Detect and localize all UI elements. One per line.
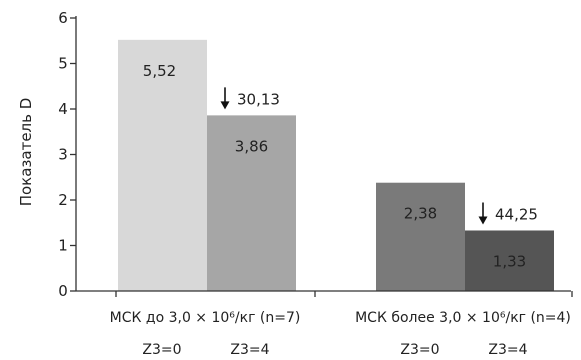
bar xyxy=(465,230,554,291)
y-tick-label: 3 xyxy=(58,146,68,164)
bar-value-label: 3,86 xyxy=(235,137,268,155)
y-tick-label: 0 xyxy=(58,282,68,300)
y-tick-label: 2 xyxy=(58,191,68,209)
y-tick-label: 4 xyxy=(58,100,68,118)
group-label: МСК более 3,0 × 10⁶/кг (n=4) xyxy=(355,310,571,326)
bars-layer xyxy=(118,39,554,292)
y-tick-label: 1 xyxy=(58,237,68,255)
y-axis-label: Показатель D xyxy=(17,98,35,207)
bar xyxy=(207,115,296,292)
y-tick-label: 5 xyxy=(58,55,68,73)
change-arrow-head xyxy=(220,101,230,110)
group-label: МСК до 3,0 × 10⁶/кг (n=7) xyxy=(110,310,301,326)
bar xyxy=(376,182,465,291)
bar-value-label: 2,38 xyxy=(404,205,437,223)
bar-value-label: 5,52 xyxy=(143,62,176,80)
bar-sub-label: Z3=0 xyxy=(400,342,439,358)
bar-sub-label: Z3=4 xyxy=(488,342,527,358)
y-tick-label: 6 xyxy=(58,9,68,27)
change-label: 44,25 xyxy=(495,205,538,223)
bar-sub-label: Z3=0 xyxy=(142,342,181,358)
bar xyxy=(118,39,207,292)
bar-value-label: 1,33 xyxy=(493,252,526,270)
change-label: 30,13 xyxy=(237,90,280,108)
change-arrow-head xyxy=(478,216,488,225)
y-axis: 0 1 2 3 4 5 6 xyxy=(58,9,573,300)
bar-sub-label: Z3=4 xyxy=(230,342,269,358)
labels-layer: 5,52 Z3=0 3,86 Z3=4 30,13 МСК до 3,0 × 10⁶/кг… xyxy=(110,62,571,358)
